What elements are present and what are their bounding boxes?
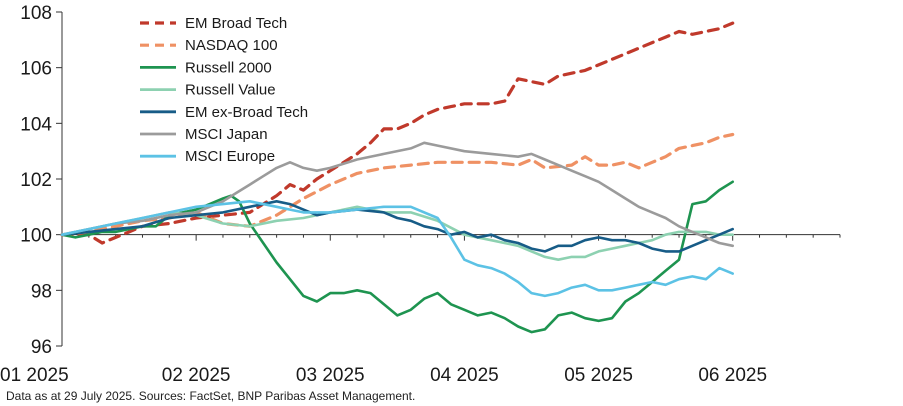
y-tick-label: 106 xyxy=(20,59,52,80)
legend-label: MSCI Europe xyxy=(185,148,275,165)
line-chart: 96 98 100 102 104 106 108 01 2025 02 2025 03 202… xyxy=(0,3,841,386)
legend-label: MSCI Japan xyxy=(185,126,268,143)
legend-label: NASDAQ 100 xyxy=(185,37,278,54)
x-tick-label: 03 2025 xyxy=(296,365,365,386)
y-tick-label: 108 xyxy=(20,3,52,24)
x-axis: 01 2025 02 2025 03 2025 04 2025 05 2025 06 20… xyxy=(0,234,841,386)
series-line-6 xyxy=(60,200,734,298)
legend-label: Russell Value xyxy=(185,82,276,99)
x-tick-label: 02 2025 xyxy=(162,365,231,386)
legend-label: Russell 2000 xyxy=(185,59,272,76)
x-tick-label: 06 2025 xyxy=(698,365,767,386)
series-line-4 xyxy=(60,200,734,253)
series-line-3 xyxy=(60,205,734,261)
legend-label: EM ex-Broad Tech xyxy=(185,104,308,121)
series-line-5 xyxy=(60,141,734,248)
x-tick-label: 04 2025 xyxy=(430,365,499,386)
y-tick-label: 100 xyxy=(20,226,52,247)
series-line-0 xyxy=(60,21,735,245)
y-axis: 96 98 100 102 104 106 108 xyxy=(20,3,63,358)
series-line-1 xyxy=(60,132,735,237)
y-tick-label: 102 xyxy=(20,170,52,191)
series-lines xyxy=(60,21,735,334)
legend: EM Broad Tech NASDAQ 100 Russell 2000 Russe… xyxy=(140,15,308,165)
y-tick-label: 104 xyxy=(20,114,52,135)
series-line-2 xyxy=(60,180,734,334)
y-tick-label: 96 xyxy=(31,337,52,358)
legend-label: EM Broad Tech xyxy=(185,15,287,32)
x-tick-label: 05 2025 xyxy=(564,365,633,386)
x-tick-label: 01 2025 xyxy=(0,365,69,386)
source-note: Data as at 29 July 2025. Sources: FactSe… xyxy=(6,389,416,403)
y-tick-label: 98 xyxy=(31,281,52,302)
